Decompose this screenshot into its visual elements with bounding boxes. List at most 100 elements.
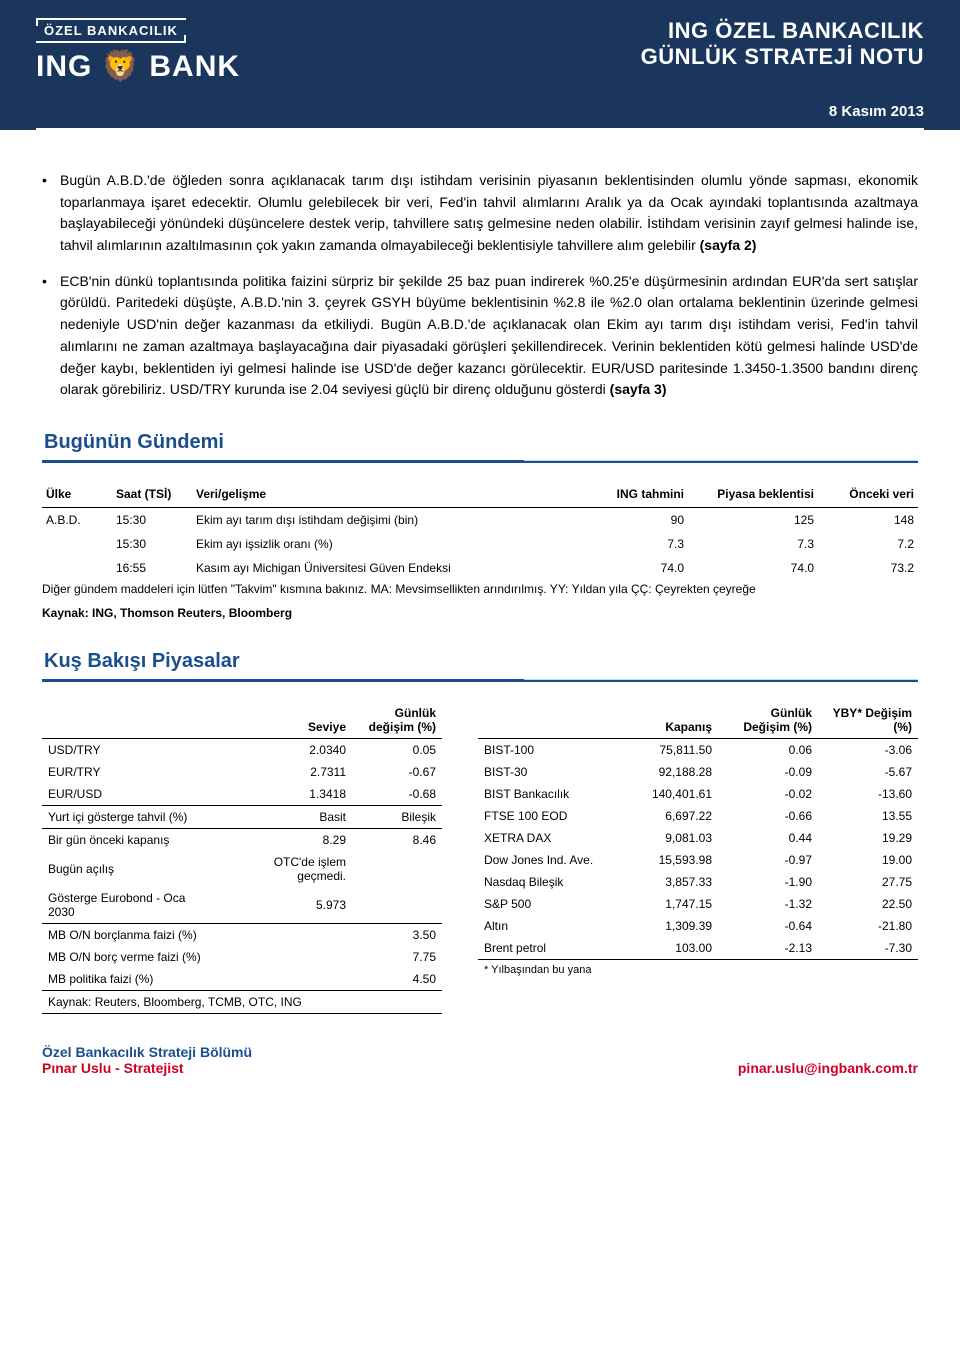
- bullet-item: Bugün A.B.D.'de öğleden sonra açıklanaca…: [42, 170, 918, 257]
- ml-c2: [352, 887, 442, 924]
- ml-c1: 8.29: [218, 828, 352, 851]
- ml-c2: -0.68: [352, 783, 442, 806]
- markets-left: Seviye Günlük değişim (%) USD/TRY2.03400…: [42, 702, 442, 1014]
- header-title-line1: ING ÖZEL BANKACILIK: [641, 18, 924, 44]
- header-title: ING ÖZEL BANKACILIK GÜNLÜK STRATEJİ NOTU: [641, 18, 924, 70]
- markets-left-table: Seviye Günlük değişim (%) USD/TRY2.03400…: [42, 702, 442, 1014]
- mr-row: BIST Bankacılık140,401.61-0.02-13.60: [478, 783, 918, 805]
- mr-row: Dow Jones Ind. Ave.15,593.98-0.9719.00: [478, 849, 918, 871]
- cell-event: Kasım ayı Michigan Üniversitesi Güven En…: [192, 556, 588, 580]
- ml-row: Bugün açılışOTC'de işlem geçmedi.: [42, 851, 442, 887]
- mr-blank: [478, 702, 628, 739]
- markets-wrap: Seviye Günlük değişim (%) USD/TRY2.03400…: [42, 702, 918, 1014]
- ml-label: EUR/TRY: [42, 761, 218, 783]
- ml-c1: [218, 968, 352, 991]
- mr-c3: 13.55: [818, 805, 918, 827]
- mr-c1: 140,401.61: [628, 783, 718, 805]
- cell-prev: 148: [818, 507, 918, 532]
- ml-row: USD/TRY2.03400.05: [42, 738, 442, 761]
- ml-header-row: Seviye Günlük değişim (%): [42, 702, 442, 739]
- mr-c2: -0.97: [718, 849, 818, 871]
- agenda-source: Kaynak: ING, Thomson Reuters, Bloomberg: [42, 606, 918, 620]
- mr-c1: 92,188.28: [628, 761, 718, 783]
- mr-footnote-row: * Yılbaşından bu yana: [478, 959, 918, 980]
- markets-right-table: Kapanış Günlük Değişim (%) YBY* Değişim …: [478, 702, 918, 980]
- col-time: Saat (TSİ): [112, 481, 192, 508]
- mr-row: FTSE 100 EOD6,697.22-0.6613.55: [478, 805, 918, 827]
- cell-ing: 7.3: [588, 532, 688, 556]
- footer-email: pinar.uslu@ingbank.com.tr: [738, 1060, 918, 1076]
- mr-c1: 1,309.39: [628, 915, 718, 937]
- ml-c2: [352, 851, 442, 887]
- ml-label: Gösterge Eurobond - Oca 2030: [42, 887, 218, 924]
- ml-label: EUR/USD: [42, 783, 218, 806]
- ml-label: MB O/N borçlanma faizi (%): [42, 923, 218, 946]
- section-underline: [42, 679, 918, 682]
- content-body: Bugün A.B.D.'de öğleden sonra açıklanaca…: [0, 130, 960, 1034]
- ml-c2: 0.05: [352, 738, 442, 761]
- ml-c1: 5.973: [218, 887, 352, 924]
- ml-source: Kaynak: Reuters, Bloomberg, TCMB, OTC, I…: [42, 990, 442, 1013]
- footer-dept: Özel Bankacılık Strateji Bölümü: [42, 1044, 918, 1060]
- cell-event: Ekim ayı tarım dışı istihdam değişimi (b…: [192, 507, 588, 532]
- ml-c1: 2.7311: [218, 761, 352, 783]
- mr-row: BIST-3092,188.28-0.09-5.67: [478, 761, 918, 783]
- mr-c2: -0.66: [718, 805, 818, 827]
- cell-country: [42, 556, 112, 580]
- bullet-item: ECB'nin dünkü toplantısında politika fai…: [42, 271, 918, 401]
- col-cons: Piyasa beklentisi: [688, 481, 818, 508]
- cell-prev: 73.2: [818, 556, 918, 580]
- ml-c1: 2.0340: [218, 738, 352, 761]
- ml-c2: 8.46: [352, 828, 442, 851]
- col-prev: Önceki veri: [818, 481, 918, 508]
- cell-time: 15:30: [112, 507, 192, 532]
- cell-time: 16:55: [112, 556, 192, 580]
- mr-label: Altın: [478, 915, 628, 937]
- mr-label: S&P 500: [478, 893, 628, 915]
- ml-row: MB O/N borç verme faizi (%)7.75: [42, 946, 442, 968]
- ml-label: MB politika faizi (%): [42, 968, 218, 991]
- mr-row: Brent petrol103.00-2.13-7.30: [478, 937, 918, 960]
- cell-country: A.B.D.: [42, 507, 112, 532]
- ml-col-level: Seviye: [218, 702, 352, 739]
- logo-block: ÖZEL BANKACILIK ING 🦁 BANK: [36, 18, 240, 84]
- ml-c1: Basit: [218, 805, 352, 828]
- agenda-row: 15:30Ekim ayı işsizlik oranı (%)7.37.37.…: [42, 532, 918, 556]
- ml-row: MB O/N borçlanma faizi (%)3.50: [42, 923, 442, 946]
- cell-event: Ekim ayı işsizlik oranı (%): [192, 532, 588, 556]
- mr-label: BIST-30: [478, 761, 628, 783]
- mr-c3: -13.60: [818, 783, 918, 805]
- mr-c3: 22.50: [818, 893, 918, 915]
- ml-row: Yurt içi gösterge tahvil (%)BasitBileşik: [42, 805, 442, 828]
- mr-c3: 27.75: [818, 871, 918, 893]
- mr-c2: -0.09: [718, 761, 818, 783]
- ml-c2: 4.50: [352, 968, 442, 991]
- header-date: 8 Kasım 2013: [829, 103, 924, 120]
- ml-c1: 1.3418: [218, 783, 352, 806]
- mr-label: Dow Jones Ind. Ave.: [478, 849, 628, 871]
- ml-row: EUR/TRY2.7311-0.67: [42, 761, 442, 783]
- mr-label: XETRA DAX: [478, 827, 628, 849]
- section-title-markets: Kuş Bakışı Piyasalar: [42, 646, 918, 677]
- mr-row: S&P 5001,747.15-1.3222.50: [478, 893, 918, 915]
- section-title-agenda: Bugünün Gündemi: [42, 427, 918, 458]
- col-country: Ülke: [42, 481, 112, 508]
- cell-cons: 7.3: [688, 532, 818, 556]
- cell-country: [42, 532, 112, 556]
- mr-c2: -1.90: [718, 871, 818, 893]
- ml-source-row: Kaynak: Reuters, Bloomberg, TCMB, OTC, I…: [42, 990, 442, 1013]
- mr-col-dchg: Günlük Değişim (%): [718, 702, 818, 739]
- mr-c3: -21.80: [818, 915, 918, 937]
- ml-c1: [218, 923, 352, 946]
- section-underline: [42, 460, 918, 463]
- agenda-header-row: Ülke Saat (TSİ) Veri/gelişme ING tahmini…: [42, 481, 918, 508]
- ml-label: Bir gün önceki kapanış: [42, 828, 218, 851]
- bullet-bold-tail: (sayfa 3): [610, 381, 667, 397]
- ml-label: USD/TRY: [42, 738, 218, 761]
- ml-label: MB O/N borç verme faizi (%): [42, 946, 218, 968]
- mr-col-close: Kapanış: [628, 702, 718, 739]
- cell-time: 15:30: [112, 532, 192, 556]
- cell-cons: 74.0: [688, 556, 818, 580]
- mr-label: BIST-100: [478, 738, 628, 761]
- mr-c3: 19.00: [818, 849, 918, 871]
